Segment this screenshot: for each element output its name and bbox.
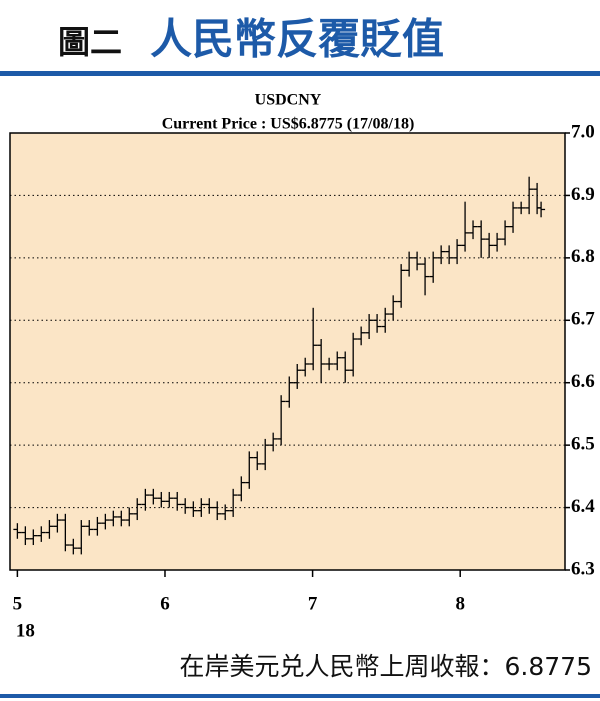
chart-title: USDCNY — [255, 92, 322, 109]
y-tick-label: 6.4 — [571, 496, 595, 517]
y-tick-label: 6.8 — [571, 246, 595, 267]
header-title: 人民幣反覆貶值 — [150, 15, 444, 64]
footer-rule — [0, 694, 600, 698]
y-tick-label: 6.6 — [571, 371, 595, 392]
x-tick-label: 6 — [160, 593, 170, 614]
y-tick-label: 6.3 — [571, 558, 595, 579]
y-tick-label: 6.9 — [571, 184, 595, 205]
y-tick-label: 6.5 — [571, 434, 595, 455]
y-tick-label: 6.7 — [571, 309, 595, 330]
chart-subtitle: Current Price : US$6.8775 (17/08/18) — [162, 116, 415, 133]
x-tick-label: 5 — [13, 593, 23, 614]
footer: 在岸美元兑人民幣上周收報：6.8775 — [180, 652, 592, 681]
y-tick-label: 7.0 — [571, 121, 595, 142]
plot-frame — [9, 132, 566, 571]
header-rule — [0, 71, 600, 76]
year-label: 18 — [16, 620, 35, 641]
header-label: 圖二 — [58, 23, 122, 61]
x-tick-label: 7 — [308, 593, 318, 614]
plot-area — [10, 133, 565, 570]
x-tick-label: 8 — [455, 593, 465, 614]
